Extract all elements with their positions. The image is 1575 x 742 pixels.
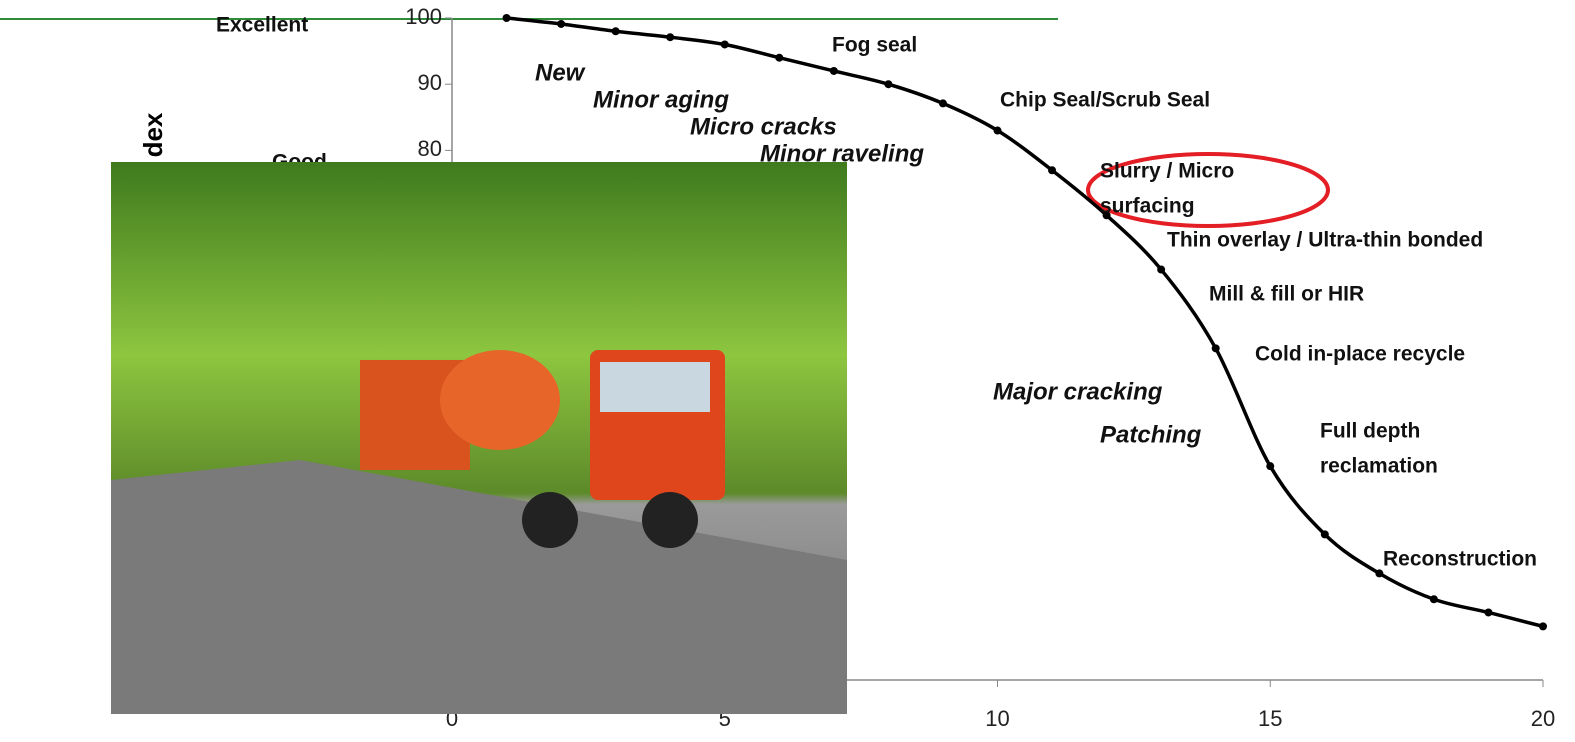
x-tick-label: 15 <box>1258 706 1282 731</box>
data-point <box>720 40 729 49</box>
treatment-label: Slurry / Micro <box>1100 160 1234 183</box>
data-point <box>938 99 947 108</box>
x-tick-label: 10 <box>985 706 1009 731</box>
data-point <box>1429 595 1438 604</box>
treatment-label: Cold in-place recycle <box>1255 343 1465 366</box>
data-point <box>611 27 620 36</box>
treatment-label: Chip Seal/Scrub Seal <box>1000 89 1210 112</box>
data-point <box>1320 530 1329 539</box>
y-tick-label: 90 <box>418 70 442 95</box>
data-point <box>1375 569 1384 578</box>
treatment-label: Reconstruction <box>1383 548 1537 571</box>
distress-label: Major cracking <box>993 378 1163 405</box>
data-point <box>1211 344 1220 353</box>
distress-label: Minor raveling <box>760 140 924 167</box>
data-point <box>829 66 838 75</box>
treatment-label: surfacing <box>1100 195 1195 218</box>
treatment-label: Thin overlay / Ultra-thin bonded <box>1167 229 1483 252</box>
data-point <box>1157 265 1166 274</box>
data-point <box>1484 608 1493 617</box>
condition-label: Excellent <box>216 14 308 37</box>
treatment-label: Full depth <box>1320 420 1420 443</box>
distress-label: Minor aging <box>593 86 729 113</box>
data-point <box>884 80 893 89</box>
treatment-label: reclamation <box>1320 455 1438 478</box>
highlight-ellipse <box>1086 152 1330 228</box>
data-point <box>993 126 1002 135</box>
data-point <box>1266 462 1275 471</box>
data-point <box>557 19 566 28</box>
data-point <box>775 53 784 62</box>
y-tick-label: 100 <box>405 4 442 29</box>
data-point <box>1048 166 1057 175</box>
data-point <box>1539 622 1547 631</box>
distress-label: Micro cracks <box>690 113 837 140</box>
data-point <box>666 33 675 42</box>
y-axis-label: dex <box>138 112 168 157</box>
photo <box>111 162 847 714</box>
x-tick-label: 20 <box>1531 706 1555 731</box>
distress-label: New <box>535 59 586 86</box>
treatment-label: Mill & fill or HIR <box>1209 283 1364 306</box>
treatment-label: Fog seal <box>832 34 917 57</box>
distress-label: Patching <box>1100 421 1202 448</box>
y-tick-label: 80 <box>418 136 442 161</box>
data-point <box>1102 211 1111 220</box>
data-point <box>502 14 511 22</box>
